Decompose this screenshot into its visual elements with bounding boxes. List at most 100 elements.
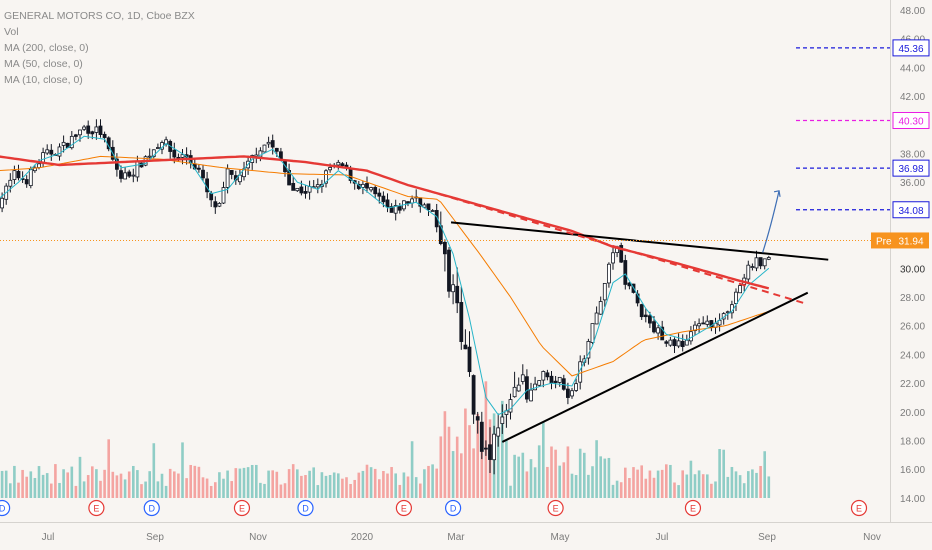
volume-bar — [578, 448, 582, 498]
volume-bar — [427, 465, 430, 498]
volume-bar — [738, 475, 742, 498]
legend-ma200[interactable]: MA (200, close, 0) — [4, 42, 89, 54]
candle-body — [434, 210, 439, 228]
candle-body — [467, 346, 472, 373]
volume-bar — [730, 466, 734, 498]
candle-body — [561, 378, 566, 390]
price-tick-label: 28.00 — [900, 293, 925, 304]
candle-body — [442, 241, 447, 255]
candle-body — [426, 203, 431, 211]
legend: GENERAL MOTORS CO, 1D, Cboe BZX Vol MA (… — [4, 8, 195, 88]
volume-bar — [550, 446, 553, 498]
candle-body — [586, 341, 591, 359]
volume-bar — [349, 483, 352, 498]
volume-bar — [447, 426, 451, 498]
volume-bar — [181, 442, 184, 498]
candle-body — [369, 187, 374, 191]
volume-bar — [537, 445, 541, 498]
volume-bar — [29, 471, 33, 498]
candle-body — [648, 315, 652, 324]
price-badges: 45.36 40.30 36.98 34.08 Pre 31.94 30.00 — [871, 39, 930, 275]
candle-body — [61, 141, 66, 146]
volume-bar — [0, 470, 4, 498]
volume-bar — [726, 476, 730, 498]
volume-bar — [525, 471, 529, 498]
volume-bar — [640, 465, 643, 498]
volume-bar — [99, 480, 102, 498]
volume-bar — [562, 462, 566, 498]
volume-bar — [58, 482, 61, 498]
volume-bar — [242, 467, 246, 498]
candle-body — [738, 285, 742, 294]
volume-bar — [308, 470, 311, 498]
earnings-marker — [88, 499, 105, 517]
volume-bar — [168, 468, 172, 498]
legend-ma50[interactable]: MA (50, close, 0) — [4, 58, 83, 70]
candle-body — [365, 183, 369, 189]
volume-bar — [255, 464, 258, 498]
volume-bar — [517, 456, 520, 498]
volume-bar — [54, 464, 57, 498]
candle-body — [119, 170, 123, 179]
volume-bar — [238, 468, 242, 498]
volume-bar — [652, 477, 656, 498]
price-tick-label: 48.00 — [900, 6, 925, 17]
volume-bar — [443, 411, 447, 498]
volume-bar — [644, 478, 648, 498]
candle-body — [451, 284, 456, 293]
volume-bar — [123, 479, 127, 498]
pre-market-badge — [871, 232, 929, 249]
target-levels — [0, 47, 890, 241]
volume-bar — [632, 467, 635, 498]
candle-body — [475, 416, 480, 421]
volume-bar — [521, 452, 525, 498]
candle-body — [270, 140, 275, 148]
candle-body — [500, 416, 505, 424]
event-marker-label: E — [553, 504, 559, 514]
volume-bar — [357, 472, 361, 498]
volume-bar — [398, 484, 402, 498]
time-axis[interactable]: Jul Sep Nov 2020 Mar May Jul Sep Nov — [42, 532, 881, 543]
symbol-title[interactable]: GENERAL MOTORS CO, 1D, Cboe BZX — [4, 10, 195, 22]
legend-ma10[interactable]: MA (10, close, 0) — [4, 74, 83, 86]
volume-bar — [628, 478, 631, 498]
candle-body — [98, 125, 103, 135]
candle-body — [225, 168, 230, 188]
volume-bar — [546, 466, 549, 498]
volume-bar — [328, 475, 332, 498]
volume-bar — [13, 465, 16, 498]
candle-body — [299, 186, 304, 194]
ma10-line — [0, 135, 770, 416]
volume-bar — [587, 474, 590, 498]
volume-bar — [66, 472, 69, 498]
volume-bar — [423, 469, 426, 498]
legend-vol[interactable]: Vol — [4, 26, 19, 38]
volume-bar — [681, 470, 684, 498]
volume-bar — [140, 484, 143, 498]
candle-body — [266, 141, 271, 145]
volume-bar — [406, 476, 410, 498]
trendline-drawings[interactable] — [428, 189, 829, 443]
candle-body — [221, 187, 226, 204]
volume-bar — [468, 425, 471, 498]
volume-bar — [267, 470, 270, 498]
volume-bar — [394, 473, 397, 498]
price-tick-label: 14.00 — [900, 494, 925, 505]
volume-bar — [353, 479, 356, 498]
candle-body — [623, 260, 628, 285]
candle-body — [549, 375, 554, 384]
volume-bar — [45, 473, 49, 498]
candle-body — [8, 179, 13, 187]
volume-bar — [599, 456, 602, 498]
volume-bar — [583, 452, 586, 498]
volume-bar — [414, 477, 418, 498]
volume-bar — [460, 453, 463, 498]
candlesticks — [0, 119, 771, 475]
dividend-marker — [297, 499, 314, 517]
volume-bar — [214, 482, 217, 498]
volume-bar — [501, 400, 504, 498]
volume-bar — [710, 483, 713, 498]
volume-bar — [615, 480, 619, 498]
